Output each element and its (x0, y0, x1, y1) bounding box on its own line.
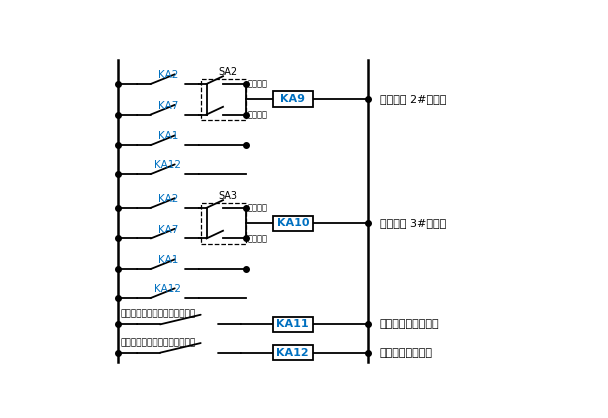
Bar (201, 79, 246, 120)
Text: KA12: KA12 (154, 284, 181, 294)
Text: 可燃气体监测控制器高高限报警: 可燃气体监测控制器高高限报警 (121, 310, 196, 319)
Text: 可燃气体监测控制器高高限报警: 可燃气体监测控制器高高限报警 (121, 338, 196, 347)
Bar (201, 202, 246, 244)
Text: 汽车加气: 汽车加气 (248, 234, 268, 243)
Text: KA1: KA1 (157, 255, 178, 265)
Text: KA9: KA9 (280, 94, 305, 104)
Text: KA1: KA1 (157, 131, 178, 141)
Text: KA7: KA7 (157, 101, 178, 111)
Text: KA12: KA12 (154, 160, 181, 170)
Text: 汽车加气: 汽车加气 (248, 110, 268, 119)
Text: 联锁停止 2#压缩机: 联锁停止 2#压缩机 (380, 94, 446, 104)
Bar (273, 216, 313, 231)
Text: SA3: SA3 (219, 191, 238, 201)
Text: 槽车加气: 槽车加气 (248, 204, 268, 212)
Text: 联锁启动轴流风机: 联锁启动轴流风机 (380, 348, 433, 358)
Text: KA12: KA12 (277, 348, 309, 358)
Bar (273, 92, 313, 107)
Text: KA10: KA10 (277, 218, 309, 228)
Text: 联锁停止所有压缩机: 联锁停止所有压缩机 (380, 319, 440, 329)
Bar (273, 345, 313, 360)
Text: 联锁停止 3#压缩机: 联锁停止 3#压缩机 (380, 218, 446, 228)
Bar (273, 317, 313, 332)
Text: KA7: KA7 (157, 224, 178, 234)
Text: KA11: KA11 (277, 319, 309, 329)
Text: 槽车加气: 槽车加气 (248, 79, 268, 89)
Text: KA2: KA2 (157, 70, 178, 80)
Text: SA2: SA2 (219, 67, 238, 77)
Text: KA2: KA2 (157, 194, 178, 204)
